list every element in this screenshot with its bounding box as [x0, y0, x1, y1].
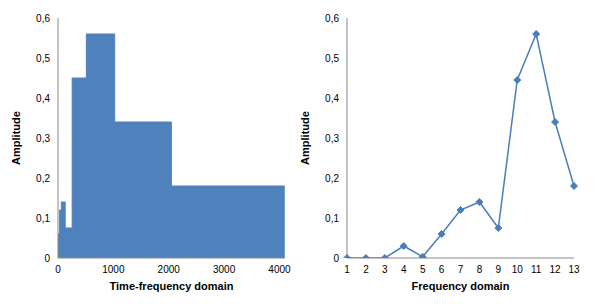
svg-text:1000: 1000 [102, 264, 125, 275]
svg-text:8: 8 [477, 264, 483, 275]
svg-text:12: 12 [550, 264, 562, 275]
svg-text:0,6: 0,6 [325, 13, 339, 24]
svg-text:0,1: 0,1 [36, 213, 50, 224]
svg-text:10: 10 [512, 264, 524, 275]
svg-text:13: 13 [568, 264, 580, 275]
svg-text:4: 4 [401, 264, 407, 275]
svg-text:6: 6 [439, 264, 445, 275]
svg-text:1: 1 [344, 264, 350, 275]
svg-text:Amplitude: Amplitude [299, 111, 311, 165]
svg-text:0,5: 0,5 [36, 53, 50, 64]
svg-text:0,2: 0,2 [325, 173, 339, 184]
svg-text:9: 9 [496, 264, 502, 275]
svg-text:0,6: 0,6 [36, 13, 50, 24]
svg-text:0,1: 0,1 [325, 213, 339, 224]
svg-text:Time-frequency domain: Time-frequency domain [110, 280, 234, 292]
svg-text:3: 3 [382, 264, 388, 275]
svg-text:2: 2 [363, 264, 369, 275]
svg-text:3000: 3000 [213, 264, 236, 275]
svg-text:0: 0 [333, 253, 339, 264]
svg-text:0,2: 0,2 [36, 173, 50, 184]
svg-text:2000: 2000 [158, 264, 181, 275]
svg-text:0: 0 [55, 264, 61, 275]
svg-text:5: 5 [420, 264, 426, 275]
svg-text:0,5: 0,5 [325, 53, 339, 64]
svg-text:11: 11 [531, 264, 542, 275]
svg-text:Frequency domain: Frequency domain [412, 280, 510, 292]
svg-text:0,3: 0,3 [36, 133, 50, 144]
svg-text:0,3: 0,3 [325, 133, 339, 144]
svg-text:0: 0 [44, 253, 50, 264]
svg-text:4000: 4000 [268, 264, 291, 275]
svg-text:Amplitude: Amplitude [10, 111, 22, 165]
svg-text:0,4: 0,4 [325, 93, 339, 104]
svg-text:0,4: 0,4 [36, 93, 50, 104]
svg-text:7: 7 [458, 264, 464, 275]
